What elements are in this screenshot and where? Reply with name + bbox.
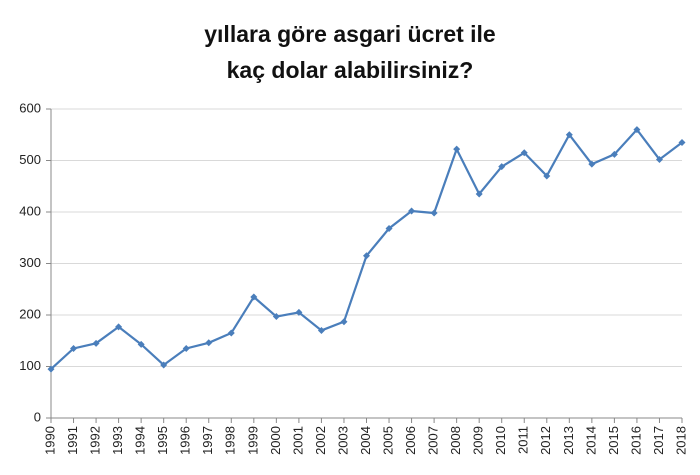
marker [453, 145, 461, 153]
marker [498, 163, 506, 171]
marker [475, 190, 483, 198]
x-tick-label: 2008 [448, 426, 463, 455]
marker [610, 150, 618, 158]
x-tick-label: 1992 [88, 426, 103, 455]
marker [182, 344, 190, 352]
marker [272, 313, 280, 321]
chart-title: kaç dolar alabilirsiniz? [227, 57, 474, 83]
y-tick-label: 0 [34, 409, 41, 424]
x-tick-label: 2010 [493, 426, 508, 455]
y-tick-label: 200 [19, 306, 41, 321]
y-tick-label: 100 [19, 358, 41, 373]
marker [47, 365, 55, 373]
x-tick-label: 1991 [65, 426, 80, 455]
x-tick-label: 2004 [358, 426, 373, 455]
marker [92, 339, 100, 347]
marker [543, 172, 551, 180]
marker [385, 224, 393, 232]
marker [250, 293, 258, 301]
x-tick-label: 2007 [426, 426, 441, 455]
y-tick-label: 600 [19, 100, 41, 115]
x-tick-label: 2016 [628, 426, 643, 455]
chart-title: yıllara göre asgari ücret ile [204, 21, 495, 47]
x-tick-label: 1999 [245, 426, 260, 455]
x-tick-label: 2009 [471, 426, 486, 455]
marker [160, 361, 168, 369]
marker [317, 326, 325, 334]
marker [137, 340, 145, 348]
marker [430, 209, 438, 217]
y-tick-label: 400 [19, 203, 41, 218]
x-tick-label: 1995 [155, 426, 170, 455]
marker [295, 308, 303, 316]
x-tick-label: 2001 [290, 426, 305, 455]
x-tick-label: 2018 [673, 426, 688, 455]
x-tick-label: 1994 [133, 426, 148, 455]
marker [363, 252, 370, 260]
x-tick-label: 1993 [110, 426, 125, 455]
x-tick-label: 1998 [223, 426, 238, 455]
x-tick-label: 2014 [583, 426, 598, 455]
marker [633, 126, 641, 134]
marker [115, 323, 123, 331]
marker [520, 149, 528, 157]
x-tick-label: 2013 [561, 426, 576, 455]
x-tick-label: 2006 [403, 426, 418, 455]
x-tick-label: 2012 [538, 426, 553, 455]
y-tick-label: 500 [19, 152, 41, 167]
y-tick-label: 300 [19, 255, 41, 270]
x-tick-label: 1997 [200, 426, 215, 455]
x-tick-label: 2000 [268, 426, 283, 455]
x-tick-label: 2005 [380, 426, 395, 455]
marker [70, 344, 78, 352]
marker [340, 318, 348, 326]
marker [588, 160, 596, 168]
marker [205, 339, 213, 347]
x-tick-label: 2002 [313, 426, 328, 455]
marker [408, 207, 416, 215]
x-tick-label: 2015 [606, 426, 621, 455]
marker [678, 138, 686, 146]
marker [655, 155, 663, 163]
x-tick-label: 2011 [516, 426, 531, 454]
x-tick-label: 1996 [178, 426, 193, 455]
x-tick-label: 1990 [42, 426, 57, 455]
x-tick-label: 2017 [651, 426, 666, 455]
marker [227, 329, 235, 337]
marker [565, 131, 573, 139]
x-tick-label: 2003 [335, 426, 350, 455]
